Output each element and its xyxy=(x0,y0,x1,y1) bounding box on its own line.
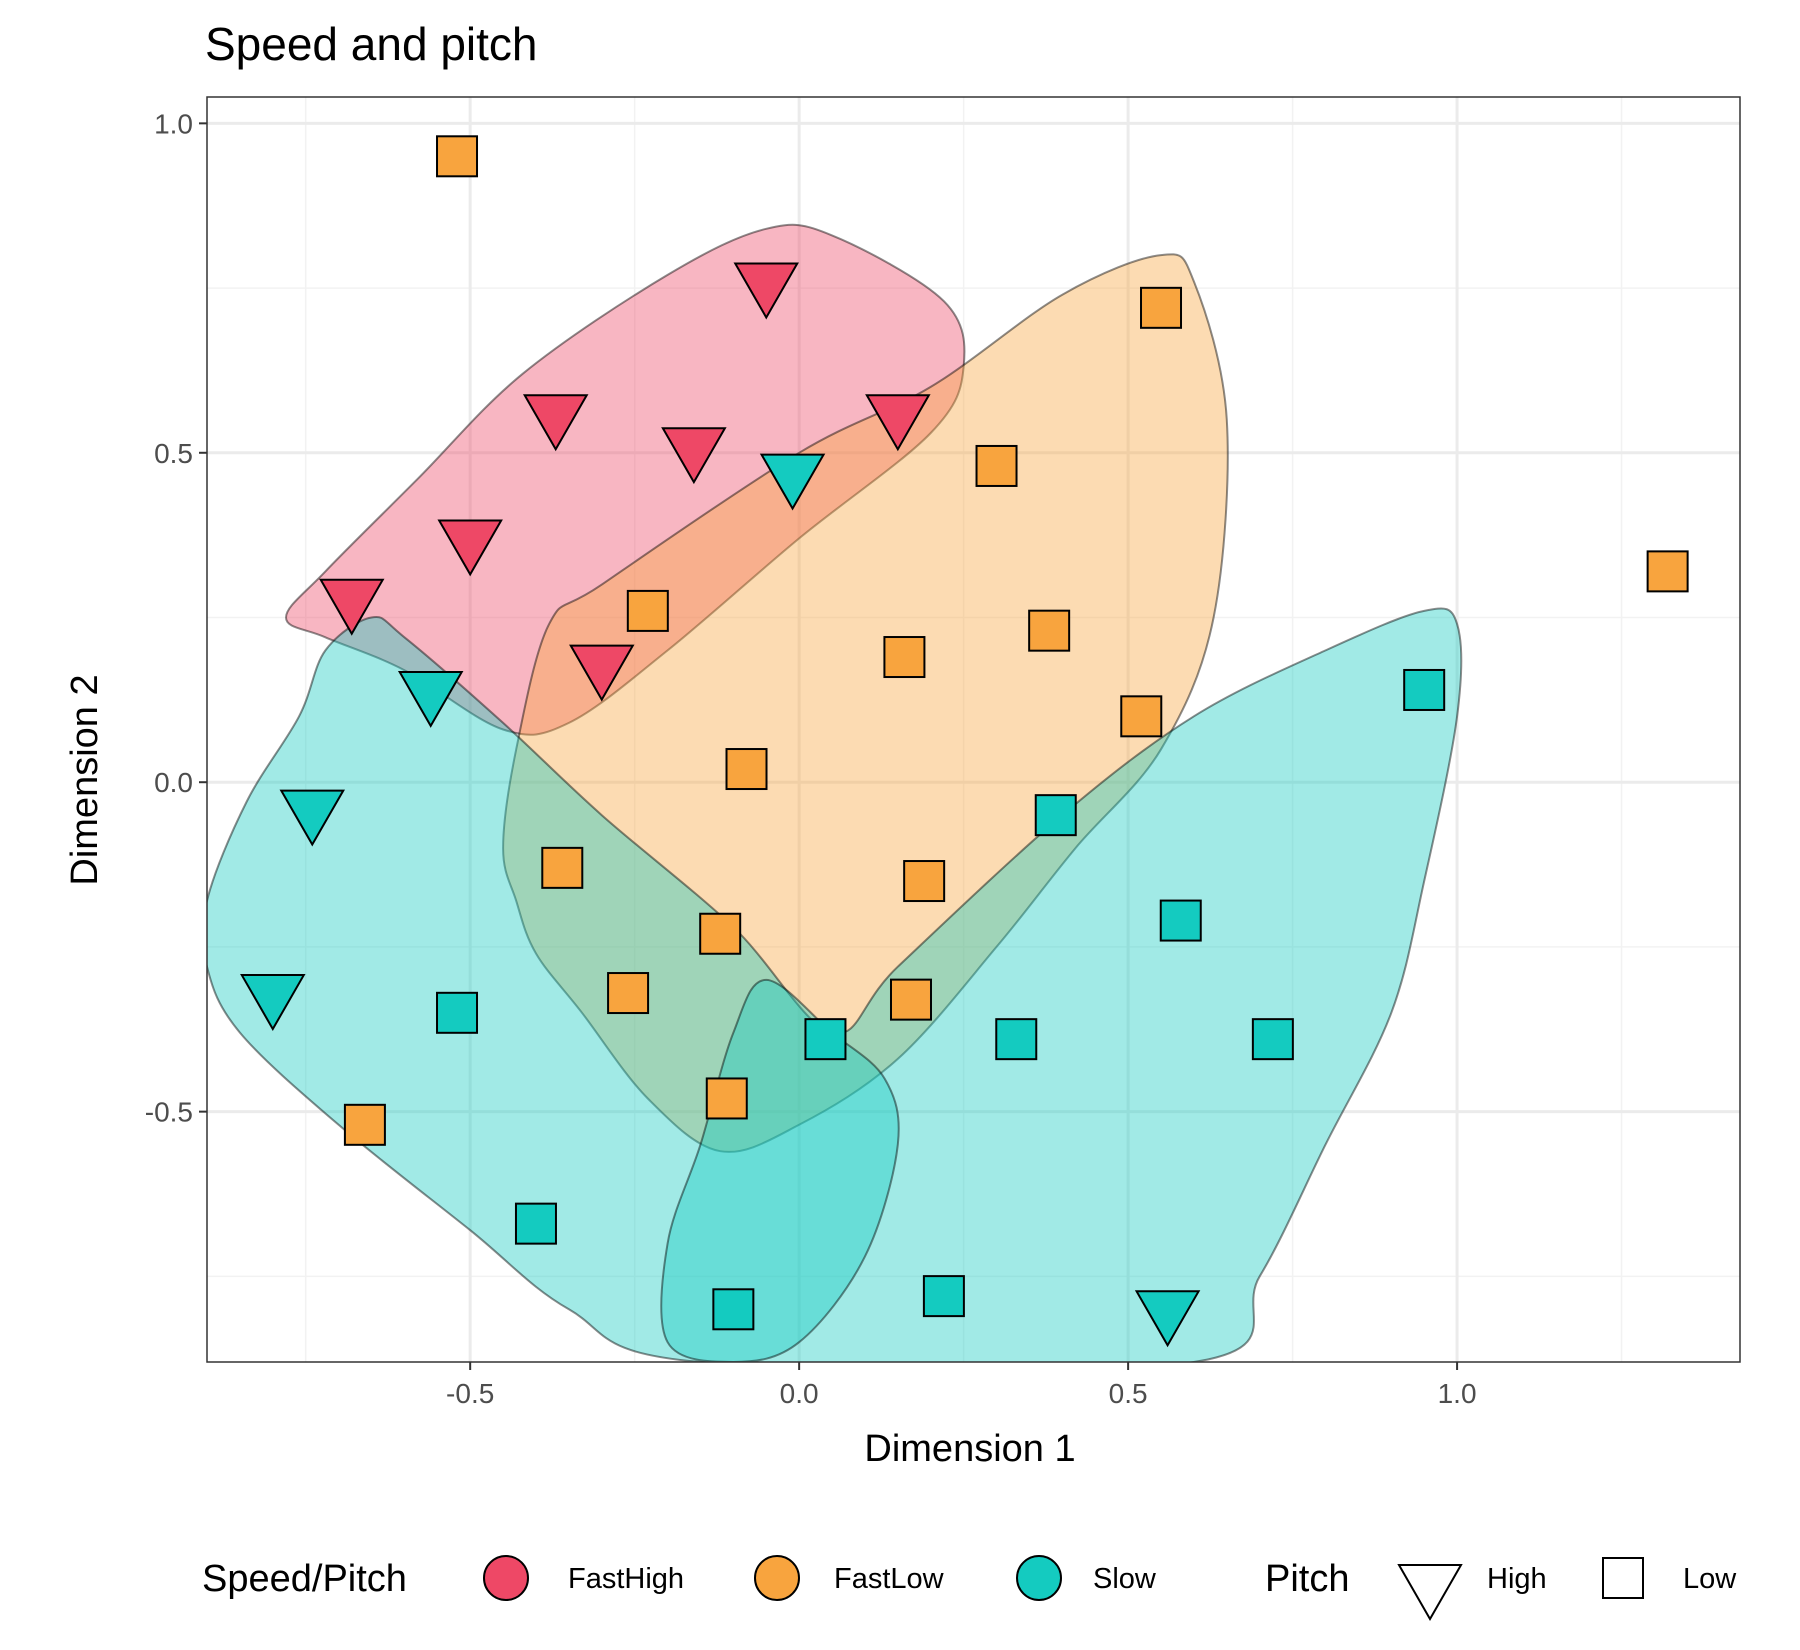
point-slow-low xyxy=(804,1018,847,1061)
x-tick-label: 0.0 xyxy=(780,1378,819,1409)
x-axis-title: Dimension 1 xyxy=(864,1428,1075,1470)
point-slow-low xyxy=(436,991,479,1034)
point-slow-low xyxy=(1251,1018,1294,1061)
point-fastlow-low xyxy=(889,978,932,1021)
point-fastlow-low xyxy=(1646,550,1689,593)
hull-fasthigh xyxy=(284,223,966,736)
point-fasthigh-high xyxy=(522,394,589,452)
y-tick-label: 1.0 xyxy=(154,108,193,139)
point-fastlow-low xyxy=(1140,286,1183,329)
point-slow-high xyxy=(759,453,826,511)
point-slow-low xyxy=(712,1288,755,1331)
point-fastlow-low xyxy=(343,1103,386,1146)
point-fasthigh-high xyxy=(661,427,727,485)
point-slow-high xyxy=(279,789,345,847)
point-slow-low xyxy=(1034,794,1077,837)
point-slow-low xyxy=(1403,668,1446,711)
x-tick-label: -0.5 xyxy=(446,1378,494,1409)
point-fasthigh-high xyxy=(437,519,503,577)
x-tick-label: 0.5 xyxy=(1109,1378,1148,1409)
legend-key-fastlow xyxy=(754,1555,800,1601)
point-fastlow-low xyxy=(607,972,650,1015)
legend-key-low xyxy=(1602,1557,1644,1599)
point-fasthigh-high xyxy=(865,394,931,452)
point-slow-high xyxy=(397,670,464,728)
point-fasthigh-high xyxy=(569,644,635,702)
point-fasthigh-high xyxy=(319,578,385,636)
point-slow-high xyxy=(240,974,306,1032)
point-fastlow-low xyxy=(436,135,479,178)
y-tick-label: 0.0 xyxy=(154,767,193,798)
point-fastlow-low xyxy=(1028,609,1071,652)
hull-slow xyxy=(660,978,900,1362)
hull-slow xyxy=(207,607,1463,1362)
legend-label-slow: Slow xyxy=(1093,1563,1157,1595)
point-fastlow-low xyxy=(883,636,926,679)
hull-layer xyxy=(207,223,1463,1362)
panel-border xyxy=(206,96,1741,1363)
grid-layer xyxy=(207,97,1740,1362)
point-fastlow-low xyxy=(975,444,1018,487)
y-tick-label: 0.5 xyxy=(154,438,193,469)
point-slow-low xyxy=(995,1018,1038,1061)
axis-layer: -0.5 0.0 0.5 1.0 -0.5 0.0 0.5 1.0 xyxy=(145,108,1477,1409)
legend-key-high xyxy=(1397,1564,1463,1621)
point-fastlow-low xyxy=(903,860,946,903)
legend-shape-title: Pitch xyxy=(1265,1558,1349,1600)
y-axis-title: Dimension 2 xyxy=(64,674,106,885)
chart-title: Speed and pitch xyxy=(205,18,538,70)
legend-key-slow xyxy=(1016,1555,1062,1601)
point-fastlow-low xyxy=(626,589,669,632)
legend-key-fasthigh xyxy=(483,1555,529,1601)
legend: Speed/Pitch FastHigh FastLow Slow Pitch High L… xyxy=(202,1555,1737,1621)
x-tick-label: 1.0 xyxy=(1438,1378,1477,1409)
point-fastlow-low xyxy=(699,912,742,955)
legend-label-fastlow: FastLow xyxy=(834,1563,945,1595)
point-fastlow-low xyxy=(705,1077,748,1120)
point-fastlow-low xyxy=(725,748,768,791)
y-tick-label: -0.5 xyxy=(145,1097,193,1128)
legend-label-high: High xyxy=(1487,1563,1547,1595)
legend-fill-title: Speed/Pitch xyxy=(202,1558,407,1600)
legend-label-fasthigh: FastHigh xyxy=(568,1563,684,1595)
point-fastlow-low xyxy=(1120,695,1163,738)
point-slow-low xyxy=(922,1275,965,1318)
legend-label-low: Low xyxy=(1683,1563,1737,1595)
point-slow-low xyxy=(1159,899,1202,942)
point-fasthigh-high xyxy=(733,262,799,320)
point-slow-high xyxy=(1134,1290,1201,1348)
point-slow-low xyxy=(514,1202,557,1245)
point-layer xyxy=(240,135,1689,1348)
point-fastlow-low xyxy=(541,846,584,889)
hull-fastlow xyxy=(502,253,1229,1153)
